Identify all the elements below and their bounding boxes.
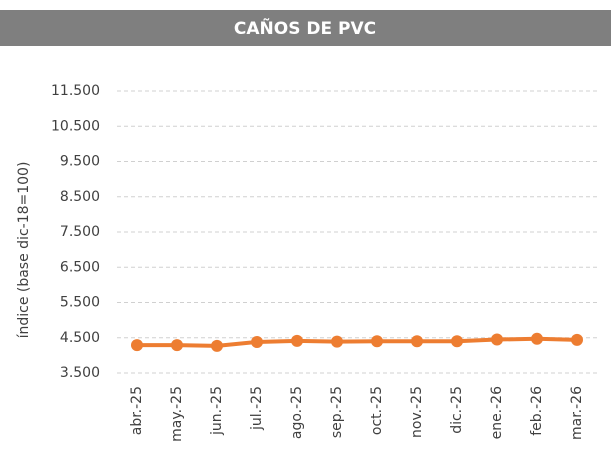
title-banner: [0, 10, 611, 46]
y-tick-label: 6.500: [60, 259, 100, 275]
marker: [371, 335, 383, 348]
marker: [451, 335, 463, 348]
marker: [251, 335, 263, 348]
x-tick-label: ene.-26: [489, 386, 505, 440]
y-tick-label: 9.500: [60, 154, 100, 170]
marker: [531, 332, 543, 345]
marker: [411, 335, 423, 348]
marker: [331, 335, 343, 348]
x-tick-label: may.-25: [169, 386, 185, 442]
marker: [131, 339, 143, 352]
y-tick-label: 5.500: [60, 295, 100, 311]
marker: [571, 333, 583, 346]
marker: [491, 333, 503, 346]
x-tick-label: oct.-25: [369, 386, 385, 435]
chart-title: CAÑOS DE PVC: [234, 16, 376, 39]
x-tick-label: sep.-25: [329, 386, 345, 438]
marker: [171, 339, 183, 352]
y-tick-label: 4.500: [60, 330, 100, 346]
x-tick-label: nov.-25: [409, 386, 425, 438]
y-tick-label: 3.500: [60, 365, 100, 381]
x-tick-label: mar.-26: [569, 386, 585, 440]
y-tick-label: 7.500: [60, 224, 100, 240]
y-tick-label: 10.500: [51, 118, 100, 134]
y-tick-label: 8.500: [60, 189, 100, 205]
line: [137, 336, 578, 348]
marker: [211, 339, 223, 352]
x-tick-label: abr.-25: [129, 386, 145, 435]
x-tick-label: ago.-25: [289, 386, 305, 439]
y-tick-label: 11.500: [51, 83, 100, 99]
y-axis-label: índice (base dic-18=100): [16, 162, 32, 339]
x-tick-label: dic.-25: [449, 386, 465, 434]
marker: [291, 334, 303, 347]
x-tick-label: jun.-25: [209, 386, 225, 436]
x-tick-label: feb.-26: [529, 386, 545, 436]
x-tick-label: jul.-25: [249, 386, 265, 431]
